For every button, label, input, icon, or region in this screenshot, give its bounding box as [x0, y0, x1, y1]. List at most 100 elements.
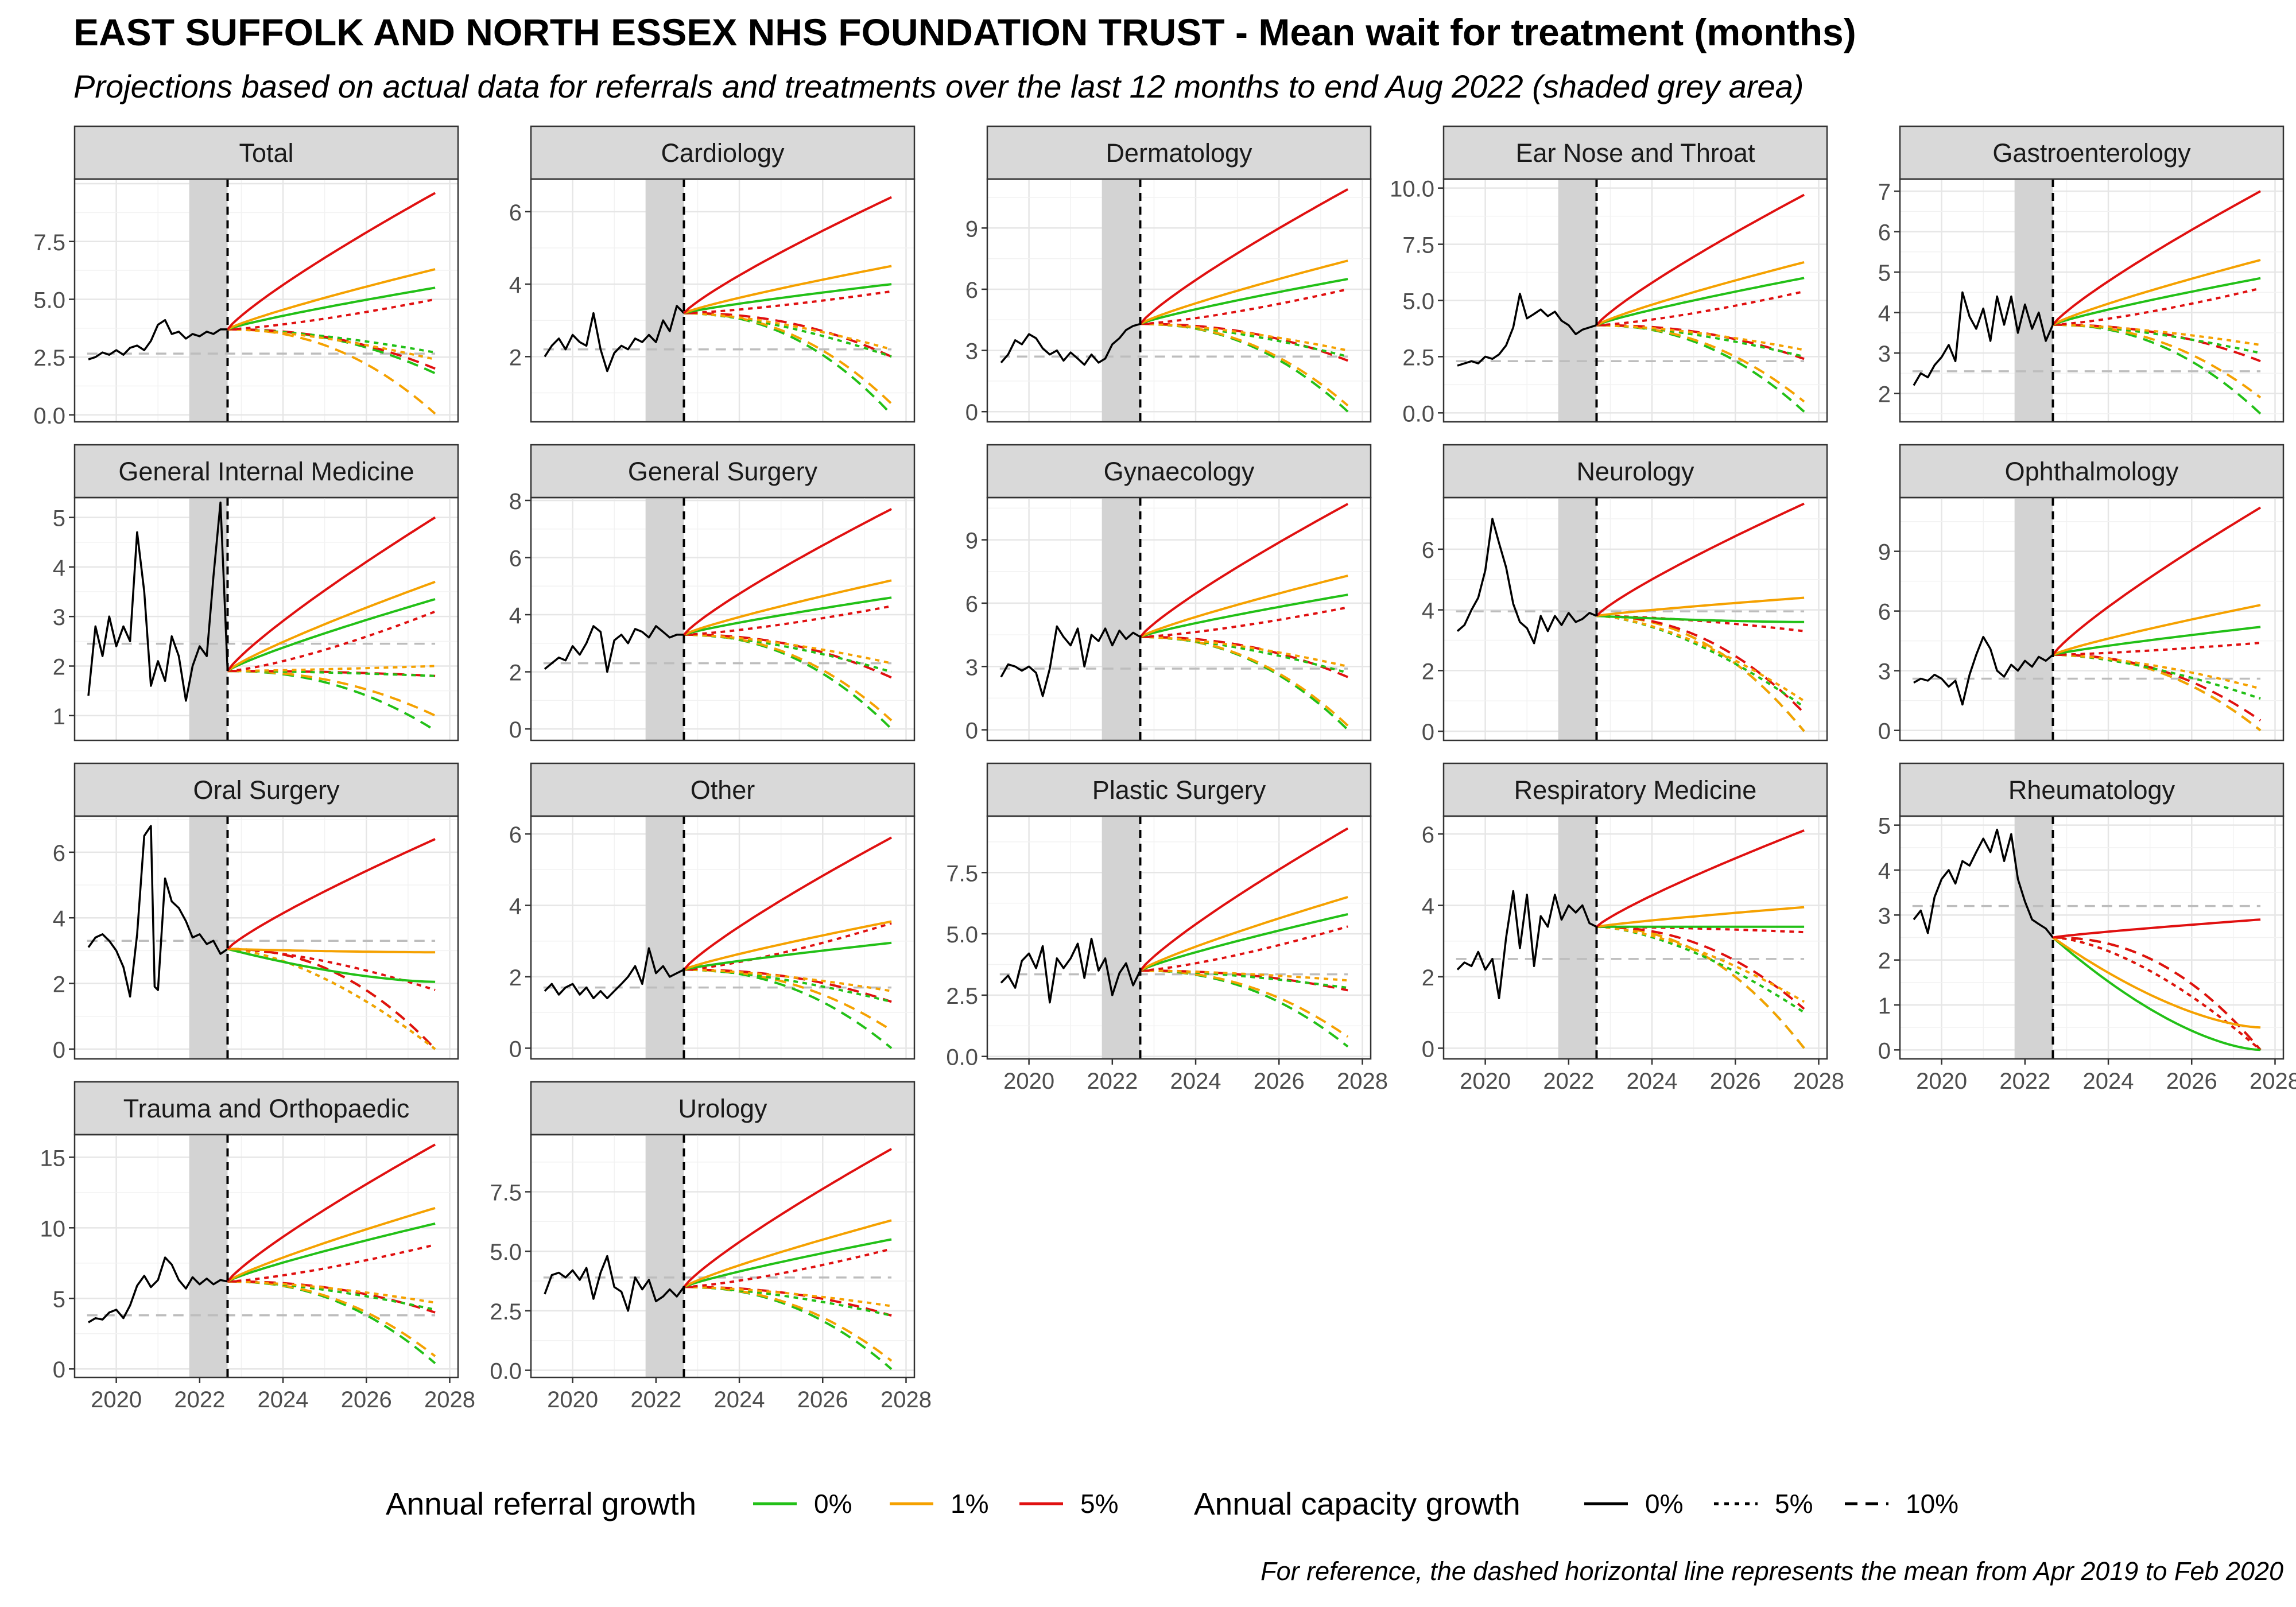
- y-tick-label: 6: [509, 546, 522, 572]
- legend: Annual referral growth 0% 1% 5% Annual c…: [0, 1481, 2296, 1527]
- y-tick-label: 6: [965, 278, 978, 303]
- y-tick-label: 9: [965, 529, 978, 554]
- actual-series: [88, 319, 228, 360]
- facet-panel: Gynaecology 0 3 6 9: [965, 444, 1372, 744]
- projection-line: [1140, 323, 1348, 358]
- legend-label: 5%: [1080, 1489, 1119, 1519]
- shaded-period: [645, 816, 684, 1059]
- projection-line: [227, 948, 436, 1050]
- y-tick-label: 1: [1878, 993, 1891, 1019]
- shaded-period: [1102, 179, 1141, 422]
- projection-line: [1140, 288, 1348, 325]
- y-tick-label: 0: [1878, 1038, 1891, 1063]
- projection-line: [1596, 925, 1805, 1014]
- projection-line: [227, 328, 436, 375]
- actual-series: [1913, 291, 2054, 386]
- actual-series: [87, 501, 229, 702]
- projection-line: [2053, 936, 2262, 1051]
- facet-title: Gastroenterology: [1992, 138, 2191, 168]
- facet-strip: [1442, 762, 1828, 817]
- facet-title: Cardiology: [661, 138, 785, 168]
- footnote: For reference, the dashed horizontal lin…: [1261, 1556, 2283, 1586]
- y-tick-label: 9: [965, 216, 978, 242]
- projection-line: [1139, 913, 1348, 972]
- projection-line: [684, 290, 892, 315]
- y-tick-label: 2.5: [33, 346, 65, 371]
- projection-line: [1596, 324, 1805, 358]
- actual-series: [88, 1256, 228, 1323]
- projection-line: [684, 941, 892, 971]
- facet-strip: [986, 444, 1372, 499]
- legend-key-green: [753, 1502, 797, 1505]
- projection-line: [2052, 936, 2261, 1029]
- projection-line: [1596, 829, 1805, 928]
- facet-title: Ear Nose and Throat: [1516, 138, 1755, 168]
- projection-line: [684, 1286, 892, 1317]
- facet-panel: Ophthalmology 0 3 6 9: [1878, 444, 2285, 744]
- shaded-period: [2014, 816, 2053, 1059]
- y-tick-label: 0: [53, 1038, 65, 1063]
- projection-line: [1140, 969, 1348, 992]
- x-tick-label: 2022: [174, 1387, 225, 1412]
- y-tick-label: 3: [53, 605, 65, 630]
- projection-line: [1596, 324, 1805, 351]
- chart-subtitle: Projections based on actual data for ref…: [73, 68, 1804, 104]
- y-tick-label: 6: [1422, 822, 1434, 848]
- panel-border: [530, 1134, 916, 1379]
- projection-line: [227, 948, 436, 1050]
- facet-title: Gynaecology: [1104, 457, 1255, 486]
- projection-line: [1140, 969, 1348, 989]
- x-tick-label: 2028: [424, 1387, 475, 1412]
- projection-line: [2053, 642, 2261, 656]
- projection-line: [226, 1143, 436, 1283]
- projection-line: [684, 968, 893, 1031]
- facet-panel: Total 0.0 2.5 5.0 7.5: [33, 125, 459, 429]
- y-tick-label: 2: [1422, 659, 1434, 684]
- y-tick-label: 5: [53, 506, 65, 531]
- projection-line: [684, 1286, 892, 1317]
- panel-border: [73, 496, 459, 742]
- x-tick-label: 2024: [714, 1387, 765, 1412]
- projection-line: [2053, 936, 2262, 1051]
- y-tick-label: 6: [509, 822, 522, 848]
- y-tick-label: 5: [1878, 261, 1891, 286]
- x-tick-label: 2022: [1999, 1069, 2050, 1094]
- projection-line: [1140, 635, 1348, 678]
- projection-line: [683, 579, 892, 636]
- projection-line: [1139, 188, 1349, 325]
- projection-line: [1140, 925, 1348, 972]
- projection-line: [1596, 193, 1805, 326]
- y-tick-label: 7: [1878, 180, 1891, 205]
- y-tick-label: 3: [1878, 903, 1891, 929]
- y-tick-label: 9: [1878, 540, 1891, 565]
- facet-grid: Total0.02.55.07.5Cardiology246Dermatolog…: [33, 125, 2296, 1412]
- shaded-period: [189, 1135, 228, 1377]
- projection-line: [2052, 277, 2261, 326]
- x-tick-label: 2028: [1337, 1069, 1388, 1094]
- legend-referral-title: Annual referral growth: [386, 1486, 697, 1521]
- shaded-period: [645, 179, 684, 422]
- facet-panel: General Surgery 0 2 4 6 8: [509, 444, 916, 743]
- projection-line: [1140, 323, 1349, 407]
- projection-line: [1596, 596, 1805, 618]
- actual-series: [1457, 293, 1597, 367]
- y-tick-label: 2: [1878, 382, 1891, 407]
- projection-line: [227, 670, 436, 717]
- facet-strip: [530, 1081, 916, 1136]
- shaded-period: [2014, 498, 2053, 740]
- projection-line: [1596, 925, 1805, 934]
- projection-line: [227, 328, 436, 354]
- shaded-period: [1102, 498, 1141, 740]
- y-tick-label: 6: [53, 841, 65, 866]
- y-tick-label: 7.5: [33, 230, 65, 255]
- y-tick-label: 2: [53, 972, 65, 997]
- shaded-period: [189, 816, 228, 1059]
- projection-line: [684, 312, 892, 351]
- projection-line: [2053, 653, 2262, 721]
- actual-series: [544, 625, 684, 673]
- projection-line: [227, 268, 436, 331]
- legend-capacity-title: Annual capacity growth: [1194, 1486, 1521, 1521]
- projection-line: [683, 920, 892, 971]
- y-tick-label: 2: [509, 345, 522, 370]
- facet-panel: Gastroenterology 2 3 4 5 6 7: [1878, 125, 2285, 423]
